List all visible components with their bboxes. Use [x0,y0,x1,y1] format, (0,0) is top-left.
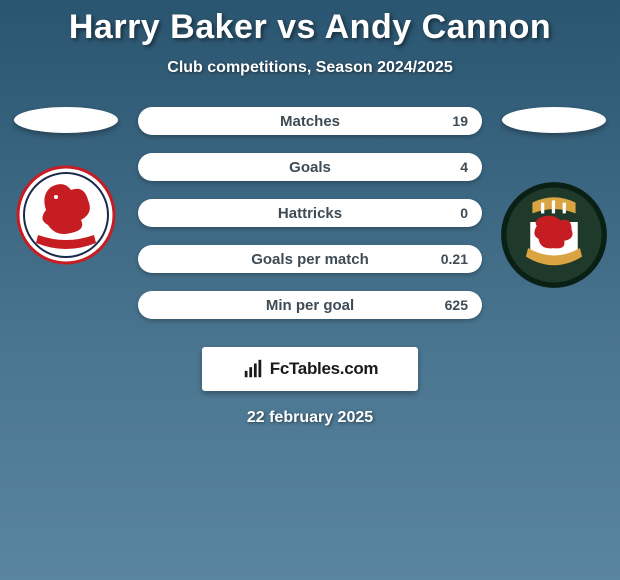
club-crest-left [16,165,116,265]
stat-label: Min per goal [266,297,354,314]
avatar-placeholder-right [502,107,606,133]
player-right-column [494,107,614,289]
crest-left-icon [16,165,116,265]
avatar-placeholder-left [14,107,118,133]
page-subtitle: Club competitions, Season 2024/2025 [0,59,620,77]
stat-right-value: 0 [460,205,468,221]
stat-row: Goals 4 [138,153,482,181]
stat-right-value: 0.21 [441,251,468,267]
stat-row: Matches 19 [138,107,482,135]
stat-row: Hattricks 0 [138,199,482,227]
stat-right-value: 19 [452,113,468,129]
brand-label: FcTables.com [270,359,379,379]
stat-label: Matches [280,113,340,130]
stat-right-value: 625 [445,297,468,313]
stats-list: Matches 19 Goals 4 Hattricks 0 Goals per… [126,107,494,319]
club-crest-right [500,181,608,289]
chart-icon [242,358,264,380]
stat-label: Goals [289,159,331,176]
player-left-column [6,107,126,265]
stat-right-value: 4 [460,159,468,175]
stat-label: Hattricks [278,205,342,222]
brand-badge[interactable]: FcTables.com [202,347,418,391]
stat-row: Min per goal 625 [138,291,482,319]
stat-label: Goals per match [251,251,369,268]
crest-right-icon [500,181,608,289]
page-title: Harry Baker vs Andy Cannon [0,0,620,47]
date-label: 22 february 2025 [0,409,620,427]
comparison-panel: Matches 19 Goals 4 Hattricks 0 Goals per… [0,107,620,319]
stat-row: Goals per match 0.21 [138,245,482,273]
